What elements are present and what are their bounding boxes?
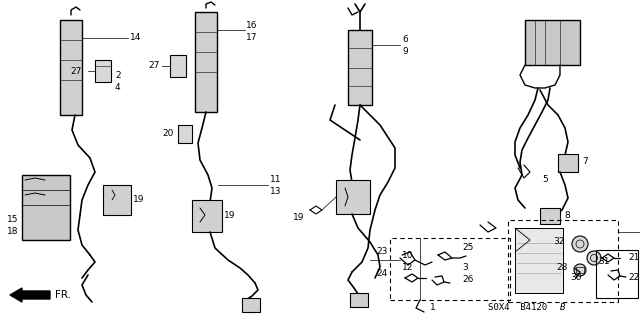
Text: 3: 3 [462,263,468,272]
Text: 19: 19 [224,211,236,219]
Text: 14: 14 [130,33,141,42]
Text: 30: 30 [570,273,582,283]
Text: S0X4  B4120: S0X4 B4120 [488,302,547,311]
Bar [558,154,578,172]
FancyArrow shape [10,288,50,302]
Text: 21: 21 [628,254,639,263]
Text: 20: 20 [163,129,174,137]
Text: B: B [560,302,565,311]
Text: FR.: FR. [55,290,71,300]
Text: 7: 7 [582,158,588,167]
Text: 23: 23 [376,248,388,256]
Text: 31: 31 [598,257,609,266]
Text: 27: 27 [148,62,160,70]
Bar [508,220,618,302]
Circle shape [587,251,601,265]
Text: 8: 8 [564,211,570,219]
Text: 4: 4 [115,83,120,92]
Bar [515,228,563,293]
Text: 28: 28 [557,263,568,272]
Bar [60,20,82,115]
Text: 2: 2 [115,70,120,79]
Text: 27: 27 [70,66,82,76]
Text: 19: 19 [292,213,304,222]
Text: 15: 15 [6,216,18,225]
Circle shape [572,236,588,252]
Bar [336,180,370,214]
Text: 18: 18 [6,227,18,236]
Bar [348,30,372,105]
Text: 17: 17 [246,33,257,41]
Bar [178,125,192,143]
Bar [390,238,510,300]
Bar [350,293,368,307]
Text: 12: 12 [402,263,413,271]
Text: 11: 11 [270,175,282,184]
Text: 1: 1 [430,303,436,313]
Text: 26: 26 [462,276,474,285]
Bar [170,55,186,77]
Bar [576,267,584,273]
Text: 24: 24 [377,270,388,278]
Bar [242,298,260,312]
Text: 32: 32 [554,238,565,247]
Text: 6: 6 [402,35,408,44]
Bar [596,250,638,298]
Bar [525,20,580,65]
Bar [103,185,131,215]
Text: 19: 19 [133,195,145,204]
Bar [192,200,222,232]
Bar [95,60,111,82]
Text: 5: 5 [542,175,548,184]
Bar [22,175,70,240]
Bar [540,208,560,224]
Text: 25: 25 [462,243,474,253]
Bar [195,12,217,112]
Circle shape [574,264,586,276]
Text: 10: 10 [402,250,413,259]
Text: 16: 16 [246,20,257,29]
Text: 9: 9 [402,48,408,56]
Text: 22: 22 [628,273,639,283]
Text: 13: 13 [270,188,282,197]
